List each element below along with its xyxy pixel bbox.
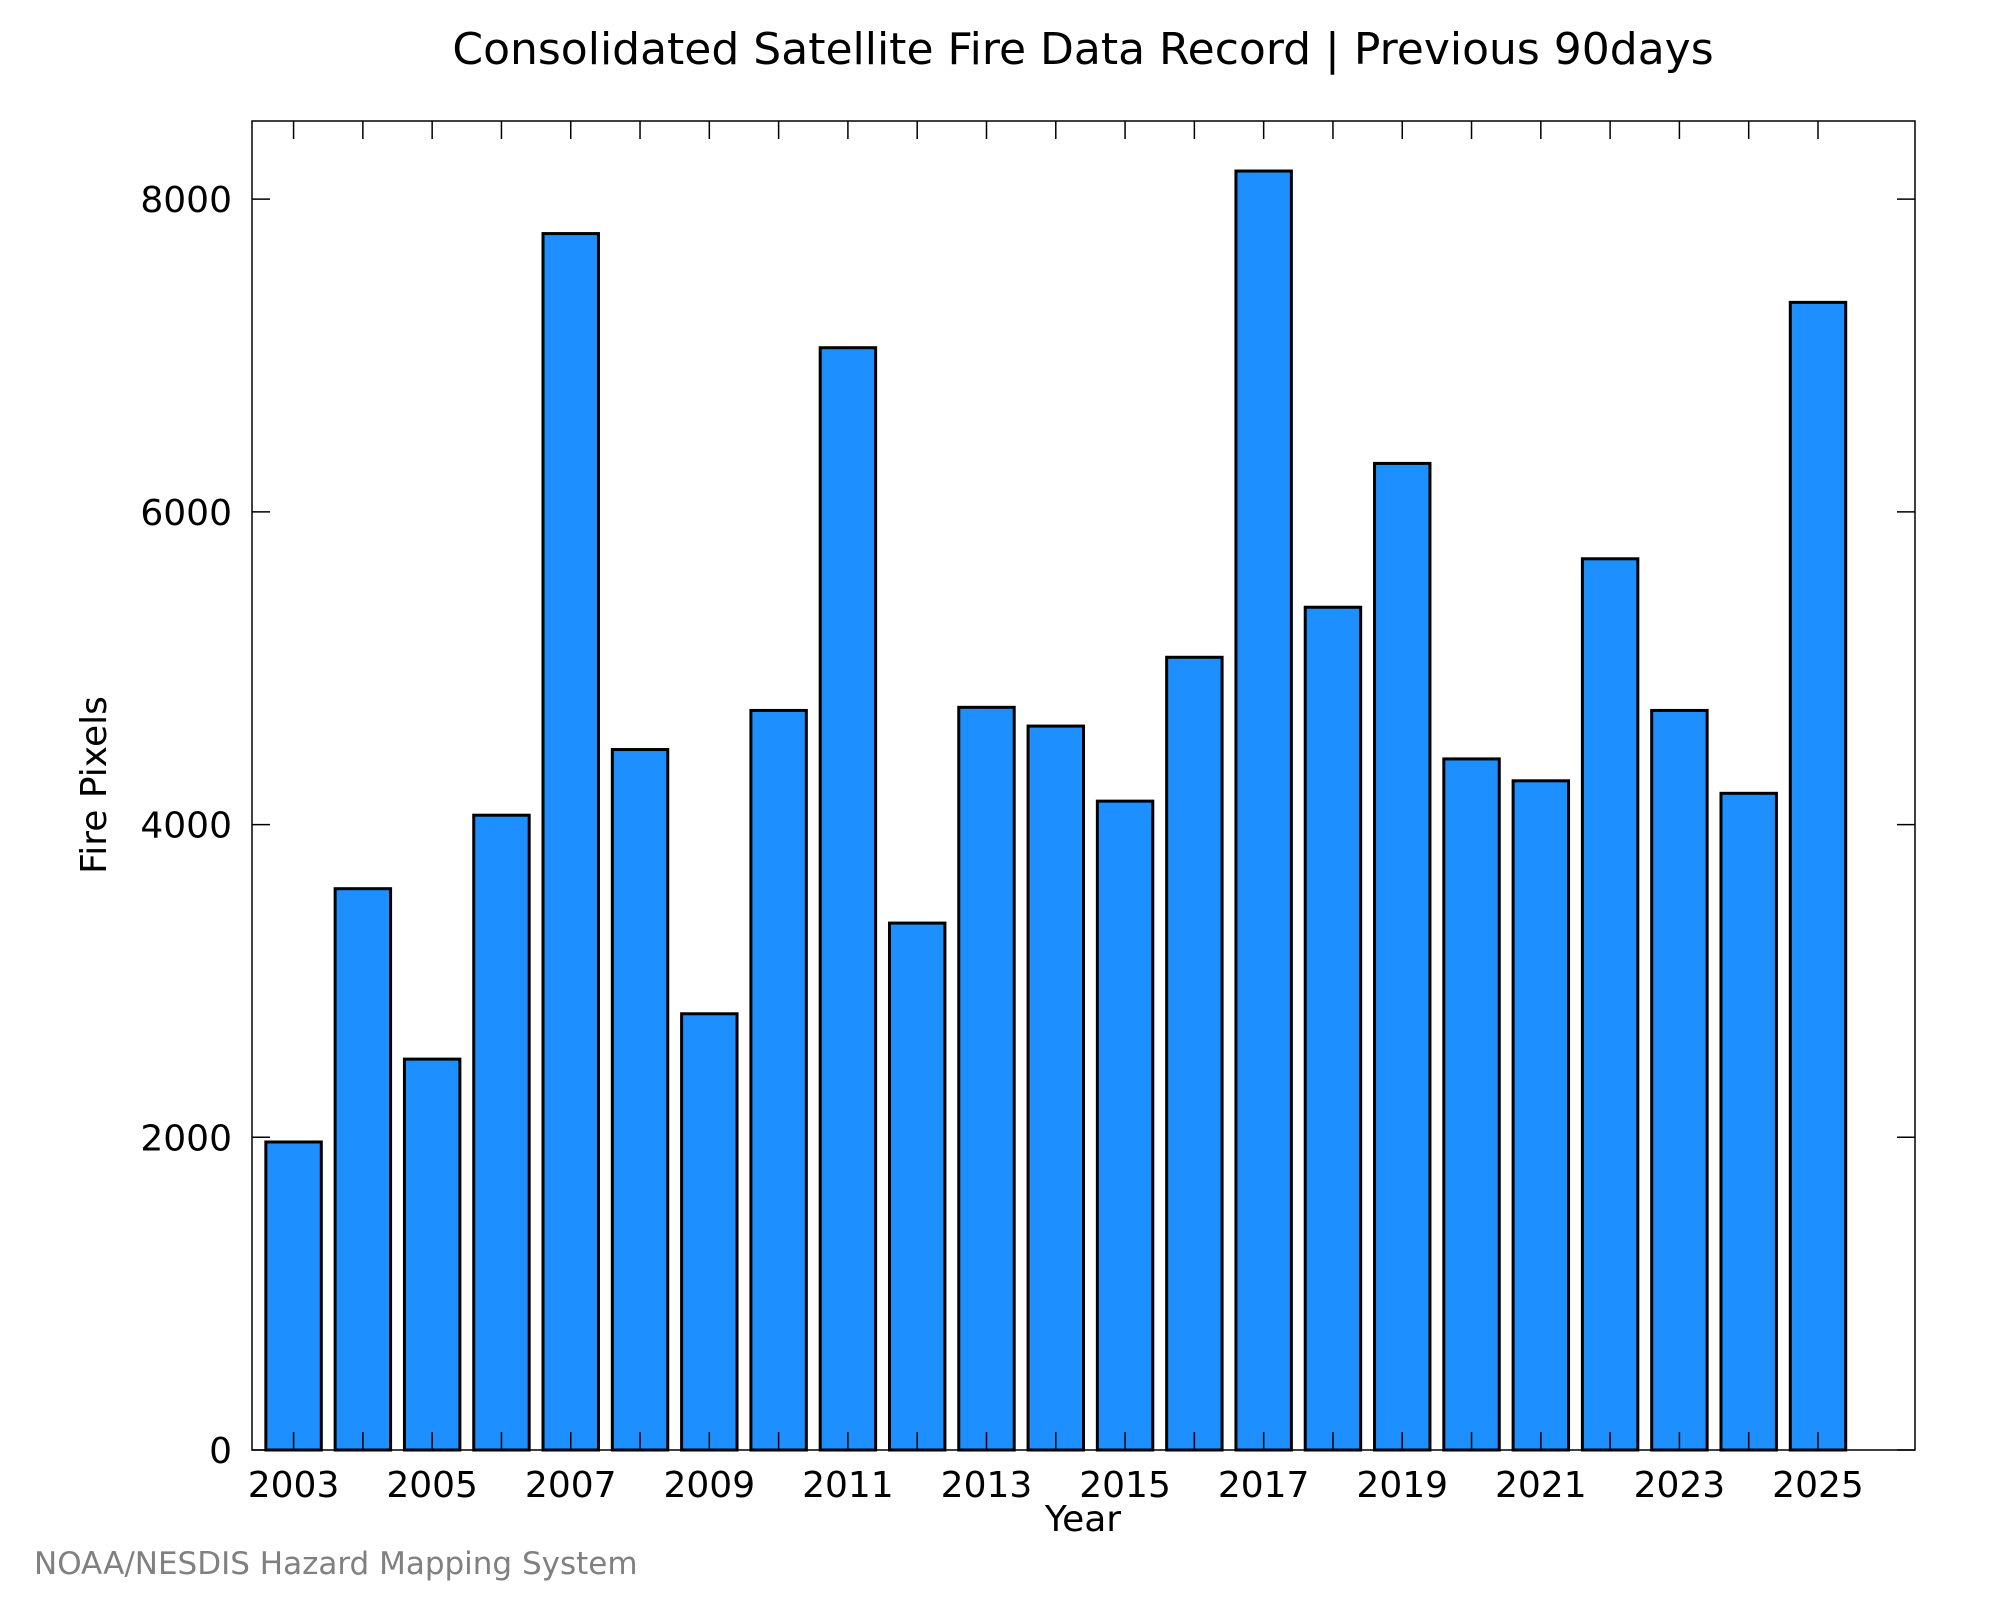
x-tick-label-2009: 2009 xyxy=(664,1465,756,1506)
credit-text: NOAA/NESDIS Hazard Mapping System xyxy=(34,1546,638,1582)
bar-2008 xyxy=(610,748,670,1452)
bar-2009 xyxy=(680,1012,739,1452)
x-tick-label-2007: 2007 xyxy=(525,1465,617,1506)
bar-2014 xyxy=(1026,724,1085,1452)
bar-2023 xyxy=(1650,708,1709,1452)
bar-2010 xyxy=(749,708,808,1452)
x-tick-label-2003: 2003 xyxy=(248,1465,340,1506)
y-tick-label-0: 0 xyxy=(209,1431,232,1472)
bar-2012 xyxy=(887,921,947,1452)
y-axis: 0 2000 4000 6000 8000 xyxy=(140,180,1915,1472)
bar-2018 xyxy=(1303,605,1363,1452)
x-tick-label-2013: 2013 xyxy=(941,1465,1033,1506)
x-tick-label-2025: 2025 xyxy=(1772,1465,1864,1506)
plot-frame xyxy=(251,120,1916,1451)
bar-2022 xyxy=(1580,557,1640,1452)
bar-2007 xyxy=(541,232,600,1452)
x-axis: 2003 2005 2007 2009 2011 2013 2015 2017 2019 2021… xyxy=(248,121,1864,1506)
x-tick-label-2017: 2017 xyxy=(1218,1465,1310,1506)
bar-2016 xyxy=(1165,655,1224,1452)
bar-2020 xyxy=(1442,757,1501,1452)
y-tick-label-2000: 2000 xyxy=(140,1118,232,1159)
bar-2019 xyxy=(1373,461,1432,1452)
bar-2015 xyxy=(1095,799,1155,1452)
bar-2003 xyxy=(264,1140,323,1452)
bar-2013 xyxy=(957,705,1016,1452)
x-tick-label-2021: 2021 xyxy=(1495,1465,1587,1506)
bar-2004 xyxy=(333,887,393,1452)
chart-title: Consolidated Satellite Fire Data Record … xyxy=(452,24,1713,75)
bar-2017 xyxy=(1234,169,1293,1452)
bar-2025 xyxy=(1788,300,1848,1452)
x-tick-label-2005: 2005 xyxy=(386,1465,478,1506)
bar-2011 xyxy=(818,346,878,1452)
y-tick-label-6000: 6000 xyxy=(140,493,232,534)
y-tick-label-8000: 8000 xyxy=(140,180,232,221)
bar-2024 xyxy=(1719,791,1778,1452)
x-axis-label: Year xyxy=(1044,1499,1121,1540)
x-tick-label-2023: 2023 xyxy=(1634,1465,1726,1506)
bars-group xyxy=(264,169,1848,1452)
y-axis-label: Fire Pixels xyxy=(74,696,115,874)
y-tick-label-4000: 4000 xyxy=(140,806,232,847)
bar-2006 xyxy=(472,813,531,1452)
bar-2005 xyxy=(402,1057,462,1452)
x-tick-label-2015: 2015 xyxy=(1079,1465,1171,1506)
bar-2021 xyxy=(1511,779,1571,1452)
x-tick-label-2019: 2019 xyxy=(1356,1465,1448,1506)
x-tick-label-2011: 2011 xyxy=(802,1465,894,1506)
